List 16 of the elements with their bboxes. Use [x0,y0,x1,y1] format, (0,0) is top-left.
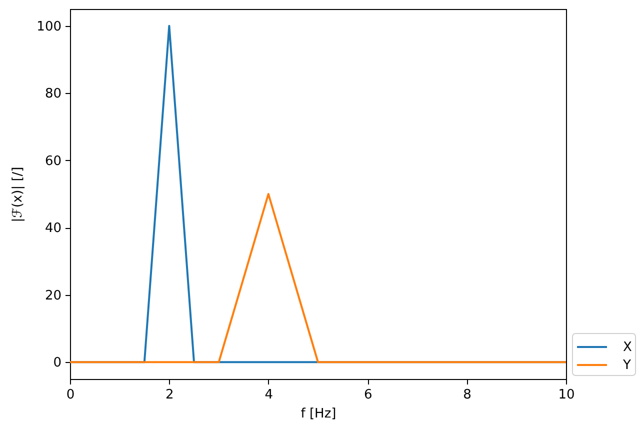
y-tick-label: 80 [44,86,62,102]
legend-label: Y [622,358,631,373]
y-tick-label: 100 [36,19,62,34]
y-tick-label: 0 [53,356,62,371]
y-tick-label: 40 [44,221,62,236]
x-tick-label: 6 [364,388,372,402]
y-tick-label: 20 [44,288,62,304]
y-tick-label: 60 [44,154,62,169]
y-axis-title: |ℱ(x)| [/] [10,166,26,222]
x-tick-label: 0 [66,388,75,402]
x-axis-title: f [Hz] [300,406,336,422]
x-tick-label: 10 [558,388,575,402]
legend-label: X [623,340,632,355]
x-tick-label: 8 [463,388,472,402]
x-tick-label: 2 [166,388,174,402]
x-tick-label: 4 [264,388,274,402]
